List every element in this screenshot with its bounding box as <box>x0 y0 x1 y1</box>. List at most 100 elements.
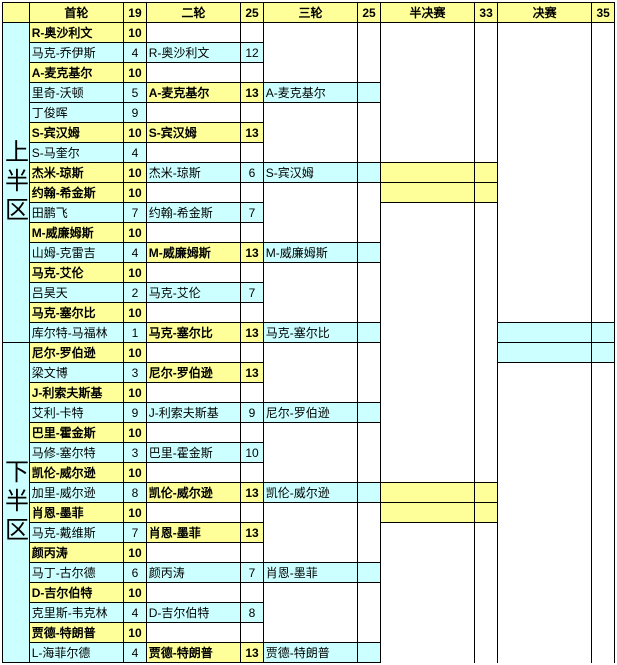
sf-empty <box>475 63 498 83</box>
r2-player: 巴里-霍金斯 <box>146 443 240 463</box>
bracket-row: 梁文博3尼尔-罗伯逊13 <box>3 363 615 383</box>
r1-player: 马克-塞尔比 <box>29 303 123 323</box>
r2-empty <box>241 343 264 363</box>
r3-empty <box>358 63 381 83</box>
r3-score <box>358 323 381 343</box>
r3-empty <box>263 183 357 203</box>
final-empty <box>497 263 591 283</box>
r2-player: 马克-塞尔比 <box>146 323 240 343</box>
final-empty <box>592 423 615 443</box>
sf-empty <box>380 443 474 463</box>
r2-empty <box>146 263 240 283</box>
r3-empty <box>358 503 381 523</box>
r1-score: 10 <box>124 383 147 403</box>
final-empty <box>497 83 591 103</box>
r2-score: 13 <box>241 83 264 103</box>
r1-score: 4 <box>124 43 147 63</box>
r1-player: A-麦克基尔 <box>29 63 123 83</box>
sf-empty <box>475 303 498 323</box>
r3-empty <box>263 303 357 323</box>
r2-empty <box>146 303 240 323</box>
final-player <box>497 323 591 343</box>
final-empty <box>592 443 615 463</box>
r2-score: 7 <box>241 563 264 583</box>
r3-empty <box>358 603 381 623</box>
r3-empty <box>263 363 357 383</box>
r1-player: 克里斯-韦克林 <box>29 603 123 623</box>
bracket-row: J-利索夫斯基10 <box>3 383 615 403</box>
r1-player: 巴里-霍金斯 <box>29 423 123 443</box>
section-label: 下半区 <box>3 343 30 663</box>
sf-empty <box>380 623 474 643</box>
sf-empty <box>380 343 474 363</box>
r3-empty <box>358 123 381 143</box>
r2-player: 凯伦-威尔逊 <box>146 483 240 503</box>
r3-player: S-宾汉姆 <box>263 163 357 183</box>
round1-header: 首轮 <box>29 3 123 23</box>
r2-score: 7 <box>241 203 264 223</box>
r2-empty <box>146 383 240 403</box>
r1-player: 颜丙涛 <box>29 543 123 563</box>
r3-empty <box>263 103 357 123</box>
bracket-row: 贾德-特朗普10 <box>3 623 615 643</box>
r1-score: 3 <box>124 443 147 463</box>
r1-score: 1 <box>124 323 147 343</box>
r2-empty <box>146 343 240 363</box>
r3-empty <box>358 223 381 243</box>
r3-empty <box>358 263 381 283</box>
r2-player: 肖恩-墨菲 <box>146 523 240 543</box>
final-empty <box>592 263 615 283</box>
sf-empty <box>475 323 498 343</box>
bracket-row: 加里-威尔逊8凯伦-威尔逊13凯伦-威尔逊 <box>3 483 615 503</box>
bracket-row: D-吉尔伯特10 <box>3 583 615 603</box>
bracket-row: S-马奎尔4 <box>3 143 615 163</box>
r2-empty <box>241 423 264 443</box>
r1-score: 10 <box>124 223 147 243</box>
r1-score: 4 <box>124 243 147 263</box>
sf-empty <box>475 383 498 403</box>
sf-empty <box>380 583 474 603</box>
bracket-row: 马丁-古尔德6颜丙涛7肖恩-墨菲 <box>3 563 615 583</box>
r3-player: 凯伦-威尔逊 <box>263 483 357 503</box>
sf-empty <box>380 283 474 303</box>
r2-score: 13 <box>241 123 264 143</box>
r2-empty <box>241 223 264 243</box>
final-empty <box>592 223 615 243</box>
r1-player: 库尔特-马福林 <box>29 323 123 343</box>
r2-score: 13 <box>241 243 264 263</box>
r2-empty <box>146 143 240 163</box>
r1-player: 丁俊晖 <box>29 103 123 123</box>
r3-empty <box>263 503 357 523</box>
r2-empty <box>241 103 264 123</box>
sf-empty <box>475 583 498 603</box>
final-empty <box>497 303 591 323</box>
sf-empty <box>475 143 498 163</box>
r3-score <box>358 563 381 583</box>
final-empty <box>497 463 591 483</box>
r2-empty <box>146 23 240 43</box>
r2-empty <box>146 423 240 443</box>
r3-empty <box>263 343 357 363</box>
r1-player: 田鹏飞 <box>29 203 123 223</box>
r3-player: 马克-塞尔比 <box>263 323 357 343</box>
r1-score: 9 <box>124 403 147 423</box>
r1-score: 3 <box>124 363 147 383</box>
r3-empty <box>263 23 357 43</box>
final-empty <box>592 23 615 43</box>
round1-score-header: 19 <box>124 3 147 23</box>
r3-empty <box>263 123 357 143</box>
r1-player: 梁文博 <box>29 363 123 383</box>
r1-player: 马修-塞尔特 <box>29 443 123 463</box>
r2-score: 13 <box>241 363 264 383</box>
sf-empty <box>380 143 474 163</box>
final-score-header: 35 <box>592 3 615 23</box>
bracket-row: 约翰-希金斯10 <box>3 183 615 203</box>
final-empty <box>592 503 615 523</box>
sf-empty <box>380 103 474 123</box>
sf-player <box>380 183 474 203</box>
final-empty <box>592 543 615 563</box>
bracket-row: 凯伦-威尔逊10 <box>3 463 615 483</box>
r2-score: 9 <box>241 403 264 423</box>
sf-empty <box>380 543 474 563</box>
r3-empty <box>358 543 381 563</box>
